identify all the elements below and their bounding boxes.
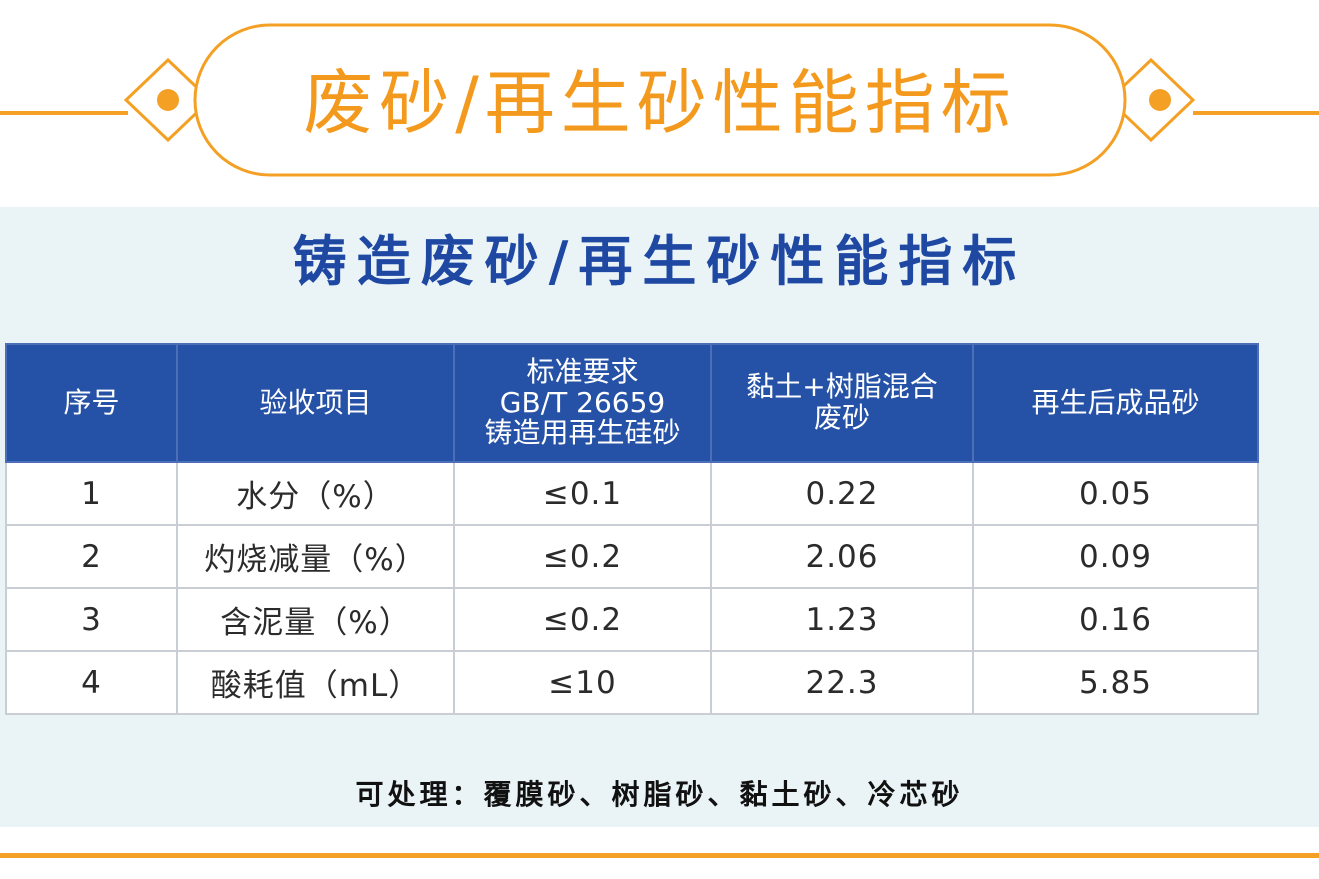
header-line: 再生后成品砂 bbox=[1031, 385, 1200, 419]
cell-regenerated: 0.09 bbox=[972, 524, 1259, 589]
panel-title: 铸造废砂/再生砂性能指标 bbox=[292, 230, 1027, 293]
banner-frame bbox=[0, 23, 1319, 177]
table-row: 3 含泥量（%） ≤0.2 1.23 0.16 bbox=[5, 587, 1259, 652]
cell-mixed: 1.23 bbox=[710, 587, 974, 652]
header-line: 标准要求 bbox=[526, 354, 639, 388]
cell-item: 水分（%） bbox=[176, 461, 455, 526]
header-line: 废砂 bbox=[813, 401, 870, 434]
header-line: 序号 bbox=[63, 385, 120, 419]
cell-item: 灼烧减量（%） bbox=[176, 524, 455, 589]
header-line: 黏土+树脂混合 bbox=[746, 370, 938, 404]
spec-table: 序号 验收项目 标准要求 GB/T 26659 铸造用再生硅砂 黏土+树脂混合 … bbox=[5, 343, 1259, 715]
header-standard: 标准要求 GB/T 26659 铸造用再生硅砂 bbox=[453, 343, 712, 463]
header-item: 验收项目 bbox=[176, 343, 455, 463]
cell-no: 3 bbox=[5, 587, 178, 652]
title-banner: 废砂/再生砂性能指标 bbox=[0, 0, 1319, 200]
header-regenerated-sand: 再生后成品砂 bbox=[972, 343, 1259, 463]
table-row: 4 酸耗值（mL） ≤10 22.3 5.85 bbox=[5, 650, 1259, 715]
header-line: 铸造用再生硅砂 bbox=[484, 416, 681, 450]
cell-no: 1 bbox=[5, 461, 178, 526]
cell-regenerated: 0.16 bbox=[972, 587, 1259, 652]
processable-sand-note: 可处理：覆膜砂、树脂砂、黏土砂、冷芯砂 bbox=[355, 778, 964, 811]
cell-mixed: 22.3 bbox=[710, 650, 974, 715]
cell-standard: ≤0.2 bbox=[453, 587, 712, 652]
header-mixed-sand: 黏土+树脂混合 废砂 bbox=[710, 343, 974, 463]
cell-regenerated: 0.05 bbox=[972, 461, 1259, 526]
table-header-row: 序号 验收项目 标准要求 GB/T 26659 铸造用再生硅砂 黏土+树脂混合 … bbox=[5, 343, 1259, 463]
cell-item: 酸耗值（mL） bbox=[176, 650, 455, 715]
header-no: 序号 bbox=[5, 343, 178, 463]
cell-no: 4 bbox=[5, 650, 178, 715]
cell-standard: ≤10 bbox=[453, 650, 712, 715]
table-row: 1 水分（%） ≤0.1 0.22 0.05 bbox=[5, 461, 1259, 526]
banner-title: 废砂/再生砂性能指标 bbox=[303, 62, 1017, 144]
cell-mixed: 0.22 bbox=[710, 461, 974, 526]
cell-standard: ≤0.2 bbox=[453, 524, 712, 589]
cell-regenerated: 5.85 bbox=[972, 650, 1259, 715]
cell-standard: ≤0.1 bbox=[453, 461, 712, 526]
bottom-divider bbox=[0, 853, 1319, 858]
cell-mixed: 2.06 bbox=[710, 524, 974, 589]
header-line: 验收项目 bbox=[259, 385, 372, 419]
header-line: GB/T 26659 bbox=[499, 385, 666, 419]
table-row: 2 灼烧减量（%） ≤0.2 2.06 0.09 bbox=[5, 524, 1259, 589]
cell-item: 含泥量（%） bbox=[176, 587, 455, 652]
cell-no: 2 bbox=[5, 524, 178, 589]
